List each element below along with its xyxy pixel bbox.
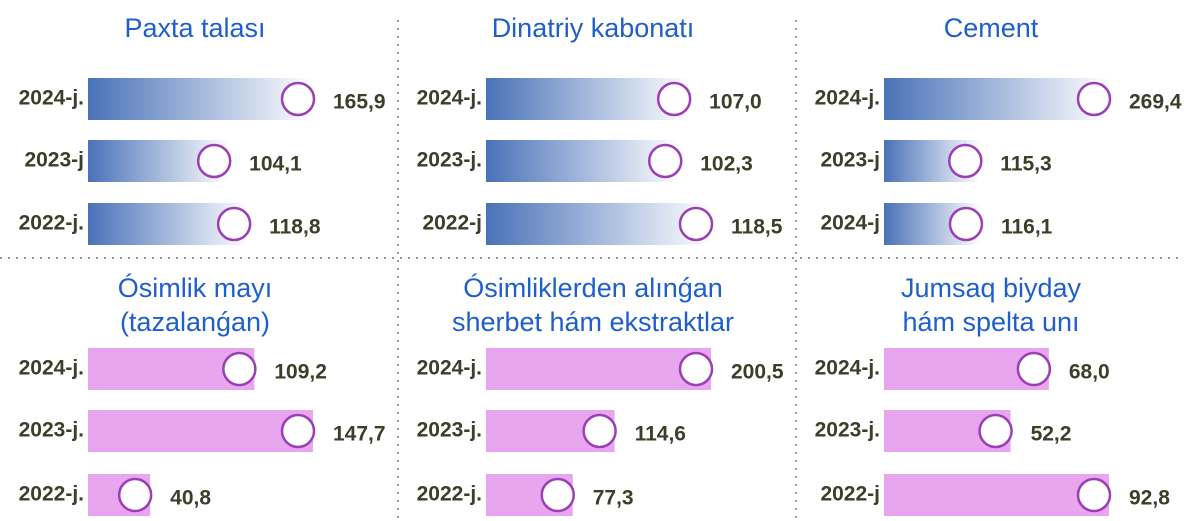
- category-label: 2022-j: [820, 483, 880, 506]
- value-label: 40,8: [170, 487, 211, 510]
- category-label: 2022-j: [422, 212, 482, 235]
- bar-end-marker: [196, 143, 232, 179]
- category-label: 2024-j.: [417, 87, 482, 110]
- bar: [486, 348, 711, 390]
- bar-end-marker: [280, 81, 316, 117]
- bar-end-marker: [1016, 351, 1052, 387]
- bar-end-marker: [540, 477, 575, 513]
- chart-title: Ósimliklerden alınǵan: [463, 272, 723, 303]
- value-label: 107,0: [709, 91, 762, 114]
- value-label: 109,2: [274, 361, 327, 384]
- category-label: 2024-j.: [19, 357, 84, 380]
- value-label: 102,3: [700, 153, 753, 176]
- category-label: 2023-j.: [417, 419, 482, 442]
- category-label: 2023-j.: [815, 419, 880, 442]
- value-label: 118,8: [269, 216, 321, 239]
- bar-end-marker: [647, 143, 683, 179]
- chart-title: Jumsaq biyday: [901, 273, 1082, 303]
- bar-end-marker: [582, 413, 617, 449]
- value-label: 147,7: [333, 423, 386, 446]
- value-label: 52,2: [1031, 423, 1072, 446]
- category-label: 2024-j.: [19, 87, 84, 110]
- value-label: 269,4: [1129, 91, 1182, 114]
- bar: [884, 474, 1109, 516]
- chart-title: Dinatriy kabonatı: [492, 13, 695, 43]
- category-label: 2023-j.: [19, 419, 84, 442]
- category-label: 2023-j: [24, 149, 84, 172]
- bar-end-marker: [280, 413, 316, 449]
- value-label: 68,0: [1069, 361, 1110, 384]
- chart-title: sherbet hám ekstraktlar: [452, 307, 734, 337]
- bar: [884, 78, 1109, 120]
- bar-end-marker: [978, 413, 1013, 449]
- bar-end-marker: [678, 351, 714, 387]
- value-label: 114,6: [635, 423, 686, 446]
- bar: [486, 140, 681, 182]
- bar-end-marker: [656, 81, 692, 117]
- category-label: 2023-j: [820, 149, 880, 172]
- bar-end-marker: [1076, 477, 1112, 513]
- chart-title: hám spelta unı: [902, 307, 1079, 337]
- value-label: 104,1: [249, 153, 302, 176]
- bar-end-marker: [948, 143, 983, 179]
- value-label: 77,3: [593, 487, 634, 510]
- chart-title: Cement: [944, 13, 1039, 43]
- bar-end-marker: [678, 206, 714, 242]
- category-label: 2024-j.: [417, 357, 482, 380]
- bar: [88, 78, 313, 120]
- bar: [486, 78, 690, 120]
- value-label: 115,3: [1000, 153, 1051, 176]
- value-label: 92,8: [1129, 487, 1170, 510]
- category-label: 2023-j.: [417, 149, 482, 172]
- chart-title: (tazalanǵan): [120, 307, 270, 337]
- value-label: 200,5: [731, 361, 784, 384]
- category-label: 2024-j.: [815, 87, 880, 110]
- bar: [486, 203, 711, 245]
- bar-end-marker: [1076, 81, 1112, 117]
- value-label: 116,1: [1001, 216, 1053, 239]
- category-label: 2022-j.: [19, 212, 84, 235]
- chart-title: Ósimlik mayı: [118, 272, 273, 303]
- bar-end-marker: [117, 477, 153, 513]
- bar: [88, 410, 313, 452]
- bar-end-marker: [216, 206, 252, 242]
- category-label: 2022-j.: [417, 483, 482, 506]
- category-label: 2024-j: [820, 212, 880, 235]
- value-label: 118,5: [731, 216, 783, 239]
- category-label: 2022-j.: [19, 483, 84, 506]
- chart-title: Paxta talası: [124, 13, 265, 43]
- bar-end-marker: [948, 206, 984, 242]
- bar-end-marker: [222, 351, 257, 387]
- category-label: 2024-j.: [815, 357, 880, 380]
- value-label: 165,9: [333, 91, 386, 114]
